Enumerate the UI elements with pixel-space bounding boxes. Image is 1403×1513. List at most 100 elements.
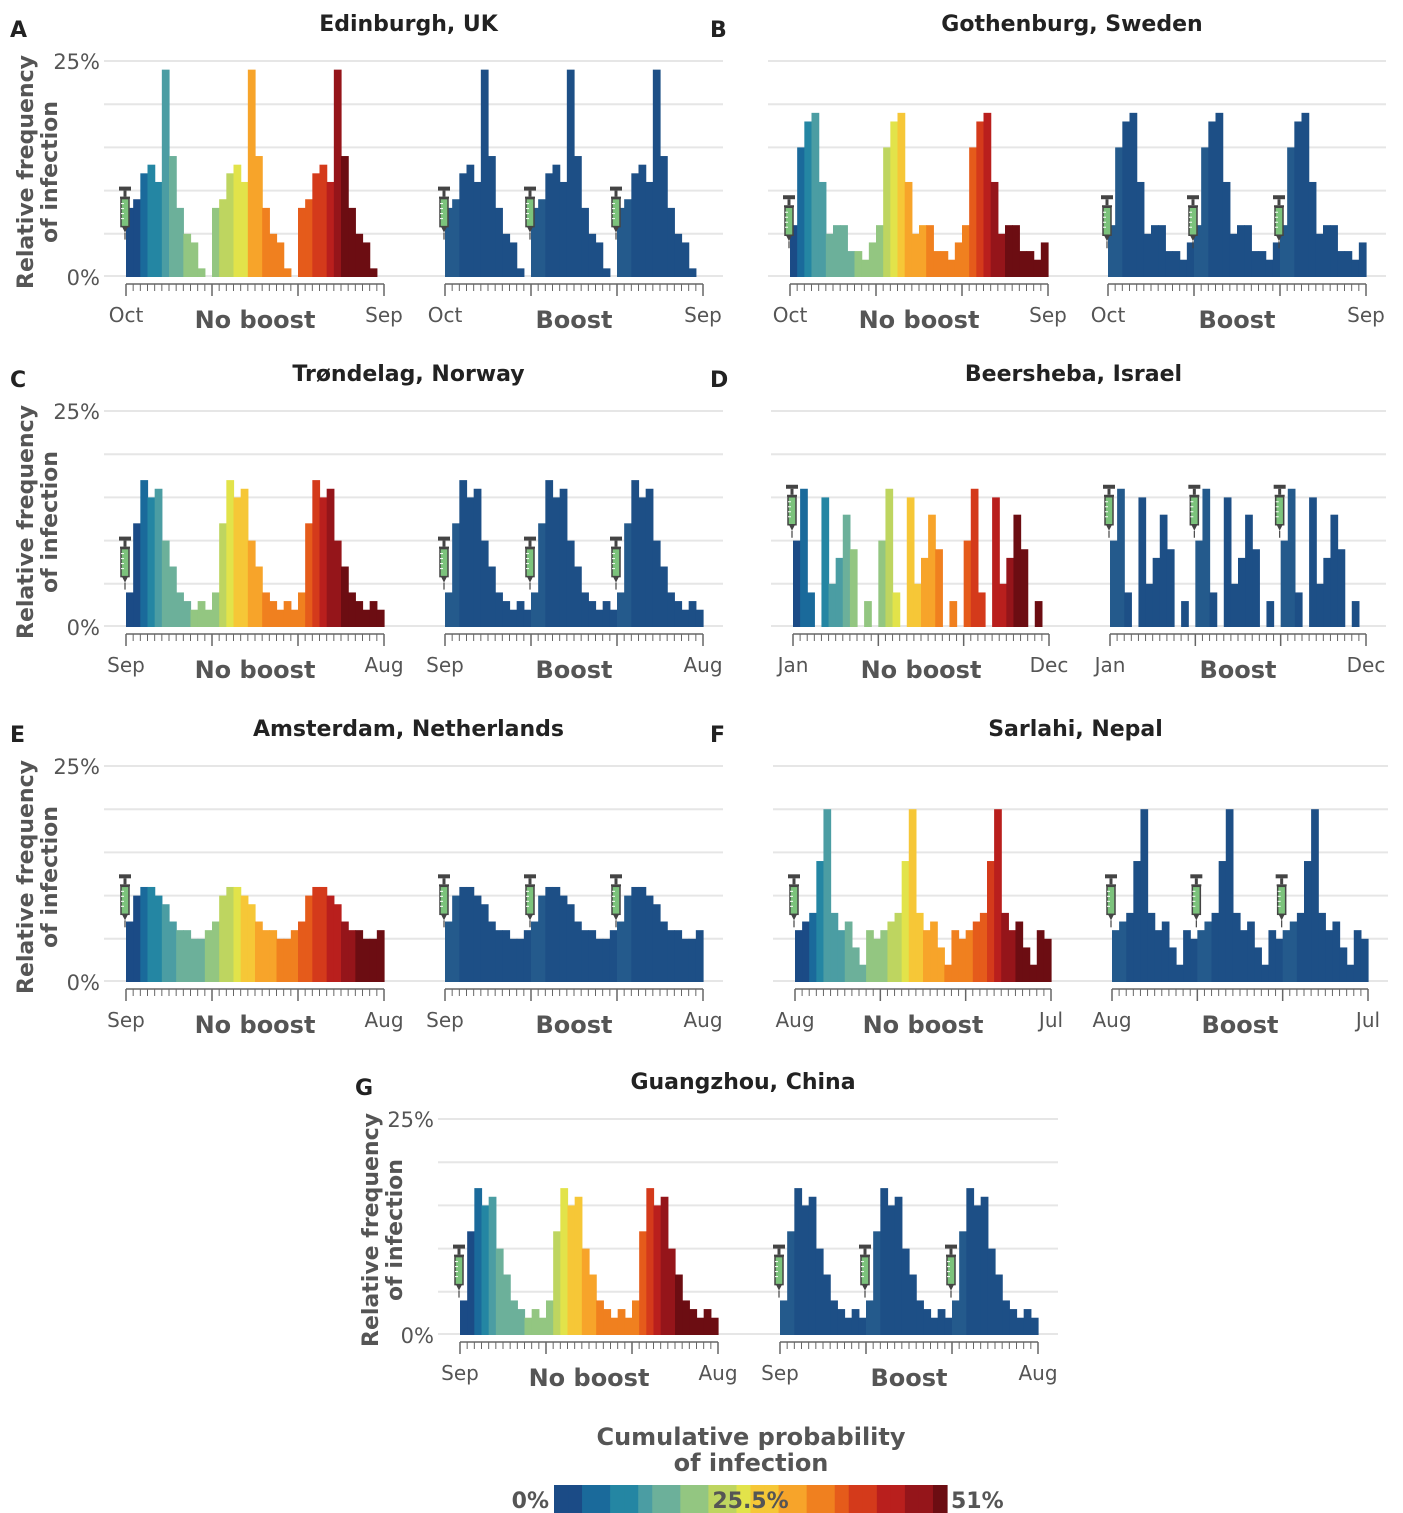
bar bbox=[262, 207, 270, 277]
bar bbox=[793, 540, 801, 627]
bar bbox=[1022, 947, 1031, 982]
bar bbox=[906, 497, 915, 627]
y-axis-label: Relative frequency of infection bbox=[14, 760, 63, 994]
bar bbox=[1129, 112, 1138, 277]
bar bbox=[795, 930, 803, 982]
bar bbox=[480, 69, 489, 277]
bar bbox=[901, 861, 910, 982]
bar bbox=[990, 181, 999, 277]
bar bbox=[995, 1274, 1003, 1335]
bar bbox=[987, 861, 995, 982]
bar bbox=[480, 904, 489, 982]
bar bbox=[825, 233, 834, 277]
syringe-icon bbox=[524, 186, 536, 240]
bar bbox=[517, 1309, 526, 1335]
legend-swatch bbox=[918, 1485, 934, 1513]
bar bbox=[645, 895, 654, 982]
bar bbox=[176, 207, 184, 277]
legend-swatch bbox=[554, 1485, 569, 1513]
bar bbox=[928, 514, 936, 627]
bar bbox=[1040, 242, 1049, 277]
panel-c: C Trøndelag, Norway Relative frequency of i… bbox=[10, 362, 723, 684]
legend-min-label: 0% bbox=[512, 1489, 549, 1513]
bar bbox=[780, 1300, 788, 1335]
bar bbox=[516, 268, 525, 277]
bar bbox=[495, 207, 503, 277]
bar bbox=[915, 912, 924, 982]
syringe-icon bbox=[1190, 874, 1203, 928]
syringe-icon bbox=[119, 536, 131, 590]
bar bbox=[667, 930, 675, 982]
x-tick-label-end: Jul bbox=[1037, 1008, 1063, 1032]
bar bbox=[1110, 540, 1118, 627]
bar bbox=[326, 895, 335, 982]
bar bbox=[553, 1231, 561, 1335]
bar bbox=[1204, 921, 1213, 982]
bar bbox=[617, 207, 625, 277]
bar bbox=[283, 268, 292, 277]
panel-a: A Edinburgh, UK Relative frequency of infec… bbox=[10, 12, 723, 334]
bar bbox=[897, 112, 906, 277]
bar bbox=[1186, 242, 1195, 277]
bar bbox=[859, 964, 867, 982]
bar bbox=[503, 1274, 511, 1335]
bar bbox=[802, 921, 810, 982]
bar bbox=[1346, 964, 1355, 982]
panel-letter: F bbox=[710, 723, 725, 748]
bar bbox=[1301, 112, 1310, 277]
x-tick-label-start: Oct bbox=[1091, 303, 1126, 327]
bar bbox=[161, 540, 170, 627]
legend-swatch bbox=[596, 1485, 611, 1513]
bar bbox=[212, 207, 220, 277]
bar bbox=[958, 938, 967, 982]
bar bbox=[1237, 225, 1245, 277]
bar bbox=[488, 921, 496, 982]
bar bbox=[1119, 921, 1127, 982]
bar bbox=[1165, 251, 1174, 277]
bar bbox=[980, 1196, 989, 1335]
bar bbox=[516, 938, 525, 982]
bar bbox=[560, 1188, 569, 1335]
bar bbox=[815, 1248, 824, 1335]
bar bbox=[801, 1205, 810, 1335]
bar bbox=[969, 147, 977, 277]
bar bbox=[574, 566, 582, 627]
bar bbox=[787, 1231, 795, 1335]
bar bbox=[376, 930, 385, 982]
subplot-boost: Oct Sep Boost bbox=[428, 69, 722, 334]
bar bbox=[674, 601, 683, 627]
bar bbox=[545, 886, 554, 982]
bar bbox=[811, 112, 820, 277]
bar bbox=[219, 523, 227, 627]
bar bbox=[959, 1231, 967, 1335]
bar bbox=[873, 1231, 881, 1335]
bar bbox=[445, 592, 453, 627]
bar bbox=[908, 809, 917, 982]
bar bbox=[1166, 549, 1175, 627]
bar bbox=[681, 938, 690, 982]
bar bbox=[1275, 938, 1284, 982]
bar bbox=[639, 1231, 647, 1335]
legend-swatch bbox=[652, 1485, 667, 1513]
bar bbox=[1183, 930, 1191, 982]
subplot-no-boost: Oct Sep No boost bbox=[109, 69, 403, 334]
bar bbox=[509, 938, 518, 982]
legend-swatch bbox=[834, 1485, 850, 1513]
bar bbox=[894, 1196, 903, 1335]
bar bbox=[1181, 601, 1189, 627]
bar bbox=[844, 921, 853, 982]
bar bbox=[488, 566, 496, 627]
y-tick-label: 0% bbox=[401, 1324, 434, 1348]
syringe-icon bbox=[1275, 874, 1288, 928]
bar bbox=[1247, 921, 1255, 982]
bar bbox=[689, 1309, 698, 1335]
bar bbox=[1013, 514, 1022, 627]
syringe-icon bbox=[438, 186, 450, 240]
syringe-icon bbox=[453, 1244, 465, 1298]
bar bbox=[1225, 809, 1234, 982]
bar bbox=[987, 1248, 996, 1335]
bar bbox=[883, 147, 891, 277]
bar bbox=[1337, 549, 1346, 627]
no-boost-label: No boost bbox=[195, 1011, 316, 1039]
y-axis-label-line2: of infection bbox=[383, 1159, 408, 1301]
